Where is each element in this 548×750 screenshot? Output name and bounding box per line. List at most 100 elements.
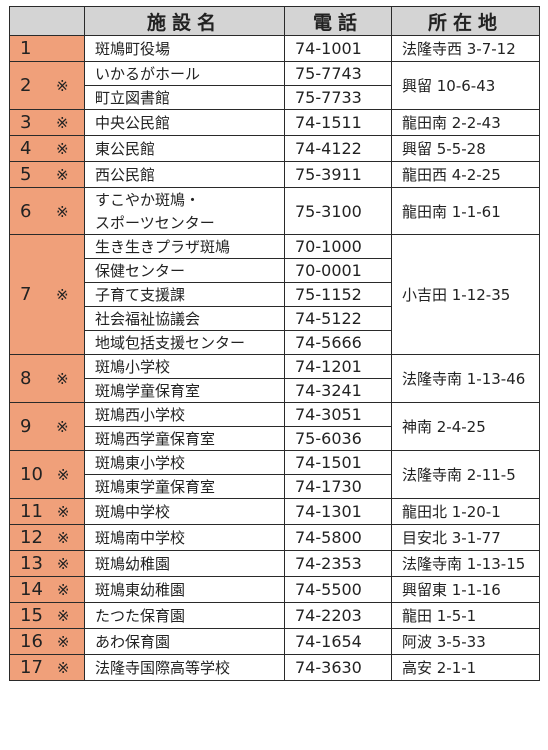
- facility-name: 斑鳩東小学校: [95, 454, 186, 472]
- facility-address-cell: 高安 2-1-1: [391, 654, 540, 681]
- facility-name-cell: 中央公民館: [84, 109, 285, 136]
- facility-number: 5: [20, 164, 32, 185]
- facility-address: 目安北 3-1-77: [402, 529, 501, 547]
- facility-name: あわ保育園: [95, 633, 171, 651]
- facility-address: 興留 5-5-28: [402, 140, 486, 158]
- facility-number: 13: [20, 553, 43, 574]
- facility-name: 斑鳩幼稚園: [95, 555, 171, 573]
- facility-number-cell: 5 ※: [9, 161, 85, 188]
- table-row: 15 ※ たつた保育園 74-2203 龍田 1-5-1: [9, 602, 540, 629]
- facility-name: 中央公民館: [95, 114, 171, 132]
- facility-address: 小吉田 1-12-35: [402, 286, 511, 304]
- facility-number-cell: 1: [9, 35, 85, 62]
- facility-number: 11: [20, 501, 43, 522]
- facility-name-cell: 斑鳩幼稚園: [84, 550, 285, 577]
- facility-tel-cell: 74-1654: [284, 628, 392, 655]
- note-mark: ※: [56, 466, 70, 484]
- header-number: [9, 6, 85, 36]
- facility-tel-cell: 74-1201: [284, 354, 392, 379]
- facility-tel-cell: 74-2203: [284, 602, 392, 629]
- facility-number-cell: 11 ※: [9, 498, 85, 525]
- facility-tel: 75-1152: [295, 285, 362, 304]
- facility-address: 神南 2-4-25: [402, 418, 486, 436]
- facility-number-cell: 8 ※: [9, 354, 85, 403]
- facility-number-cell: 9 ※: [9, 402, 85, 451]
- facility-address-cell: 目安北 3-1-77: [391, 524, 540, 551]
- facility-number-cell: 4 ※: [9, 135, 85, 162]
- facility-tel-cell: 74-5800: [284, 524, 392, 551]
- facility-tel-cell: 74-1001: [284, 35, 392, 62]
- facility-tel-cell: 74-5122: [284, 306, 392, 331]
- facility-name-cell: 西公民館: [84, 161, 285, 188]
- facility-table: 施設名 電話 所在地 1 斑鳩町役場 74-1001 法隆寺西 3-7-12 2 ※ いかる…: [9, 6, 540, 681]
- facility-address-cell: 興留 10-6-43: [391, 61, 540, 110]
- facility-name-cell: 保健センター: [84, 258, 285, 283]
- facility-address: 龍田西 4-2-25: [402, 166, 501, 184]
- table-row: 4 ※ 東公民館 74-4122 興留 5-5-28: [9, 135, 540, 162]
- table-row: 11 ※ 斑鳩中学校 74-1301 龍田北 1-20-1: [9, 498, 540, 525]
- facility-address-cell: 龍田西 4-2-25: [391, 161, 540, 188]
- facility-name: 子育て支援課: [95, 286, 186, 304]
- facility-name-cell: いかるがホール: [84, 61, 285, 86]
- note-mark: ※: [56, 418, 69, 436]
- table-row: 保健センター 70-0001: [10, 258, 540, 283]
- table-row: 斑鳩西学童保育室 75-6036: [10, 426, 540, 451]
- facility-tel: 75-3100: [295, 201, 362, 221]
- table-row: 17 ※ 法隆寺国際高等学校 74-3630 高安 2-1-1: [9, 654, 540, 681]
- facility-name-cell: 斑鳩南中学校: [84, 524, 285, 551]
- facility-number: 14: [20, 579, 43, 600]
- facility-tel: 74-1001: [295, 39, 362, 58]
- facility-address: 興留東 1-1-16: [402, 581, 501, 599]
- facility-tel: 74-4122: [295, 139, 362, 158]
- facility-tel: 74-1730: [295, 477, 362, 496]
- facility-name: 斑鳩中学校: [95, 503, 171, 521]
- facility-tel-cell: 74-3241: [284, 378, 392, 403]
- facility-name: すこやか斑鳩・: [95, 191, 201, 209]
- facility-number-cell: 16 ※: [9, 628, 85, 655]
- facility-tel-cell: 75-7733: [284, 85, 392, 110]
- facility-table-body: 1 斑鳩町役場 74-1001 法隆寺西 3-7-12 2 ※ いかるがホール 75-7743…: [9, 35, 540, 681]
- note-mark: ※: [56, 166, 69, 184]
- facility-tel: 74-1511: [295, 113, 362, 132]
- facility-tel-cell: 70-0001: [284, 258, 392, 283]
- header-name: 施設名: [84, 6, 285, 36]
- header-tel: 電話: [284, 6, 392, 36]
- header-row: 施設名 電話 所在地: [9, 6, 540, 36]
- facility-name-cell: 斑鳩西学童保育室: [84, 426, 285, 451]
- table-row: 3 ※ 中央公民館 74-1511 龍田南 2-2-43: [9, 109, 540, 136]
- facility-name: たつた保育園: [95, 607, 186, 625]
- facility-address-cell: 龍田 1-5-1: [391, 602, 540, 629]
- facility-tel: 74-3051: [295, 405, 362, 424]
- facility-number: 2: [20, 75, 32, 96]
- facility-tel: 70-1000: [295, 237, 362, 256]
- facility-tel: 74-1501: [295, 453, 362, 472]
- facility-tel: 74-1201: [295, 357, 362, 376]
- table-row: 地域包括支援センター 74-5666: [10, 330, 540, 355]
- note-mark: ※: [56, 633, 70, 651]
- facility-name-cell: あわ保育園: [84, 628, 285, 655]
- facility-address: 法隆寺南 1-13-15: [402, 555, 526, 573]
- facility-tel: 74-3241: [295, 381, 362, 400]
- facility-number: 6: [20, 200, 32, 222]
- facility-tel: 74-3630: [295, 658, 362, 677]
- facility-tel-cell: 74-1730: [284, 474, 392, 499]
- note-mark: ※: [56, 370, 69, 388]
- facility-address-cell: 龍田南 1-1-61: [391, 187, 540, 235]
- facility-tel: 75-6036: [295, 429, 362, 448]
- facility-name: 生き生きプラザ斑鳩: [95, 238, 231, 256]
- note-mark: ※: [56, 607, 70, 625]
- table-row: 斑鳩東学童保育室 74-1730: [10, 474, 540, 499]
- facility-tel: 74-1301: [295, 502, 362, 521]
- facility-name: 斑鳩学童保育室: [95, 382, 201, 400]
- facility-name: 社会福祉協議会: [95, 310, 201, 328]
- facility-name: 西公民館: [95, 166, 156, 184]
- facility-tel: 74-5666: [295, 333, 362, 352]
- table-row: 10 ※ 斑鳩東小学校 74-1501 法隆寺南 2-11-5: [9, 450, 540, 499]
- facility-number-cell: 2 ※: [9, 61, 85, 110]
- facility-name-cell: 社会福祉協議会: [84, 306, 285, 331]
- note-mark: ※: [56, 77, 69, 95]
- facility-name-cell: 斑鳩東幼稚園: [84, 576, 285, 603]
- facility-number-cell: 13 ※: [9, 550, 85, 577]
- facility-number: 12: [20, 527, 43, 548]
- table-row: 9 ※ 斑鳩西小学校 74-3051 神南 2-4-25: [9, 402, 540, 451]
